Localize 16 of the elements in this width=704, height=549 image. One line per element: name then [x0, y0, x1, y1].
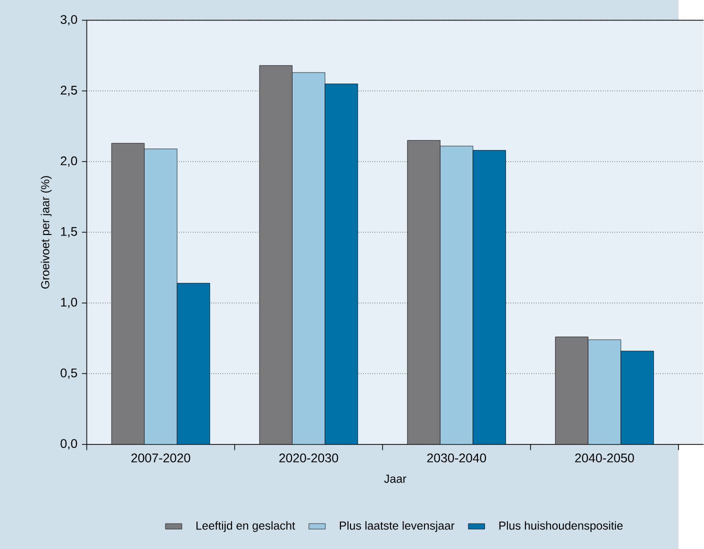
y-tick-label: 2,5 — [60, 86, 78, 96]
y-axis-title: Groeivoet per jaar (%) — [40, 176, 52, 288]
legend-label: Plus huishoudenspositie — [499, 521, 623, 532]
x-tick-label: 2030-2040 — [427, 453, 486, 462]
legend-label: Leeftijd en geslacht — [196, 521, 296, 532]
legend-label: Plus laatste levensjaar — [340, 521, 454, 532]
y-tick-label: 1,0 — [61, 298, 78, 308]
y-tick-label: 2,0 — [60, 156, 78, 167]
y-tick-label: 0,0 — [60, 438, 78, 450]
x-axis-title: Jaar — [384, 474, 406, 483]
y-tick-label: 0,5 — [60, 368, 78, 379]
y-tick-label: 1,5 — [61, 226, 78, 238]
x-tick-label: 2040-2050 — [575, 453, 634, 462]
x-tick-label: 2020-2030 — [279, 453, 338, 462]
y-tick-label: 3,0 — [60, 14, 78, 26]
x-tick-label: 2007-2020 — [131, 453, 190, 462]
